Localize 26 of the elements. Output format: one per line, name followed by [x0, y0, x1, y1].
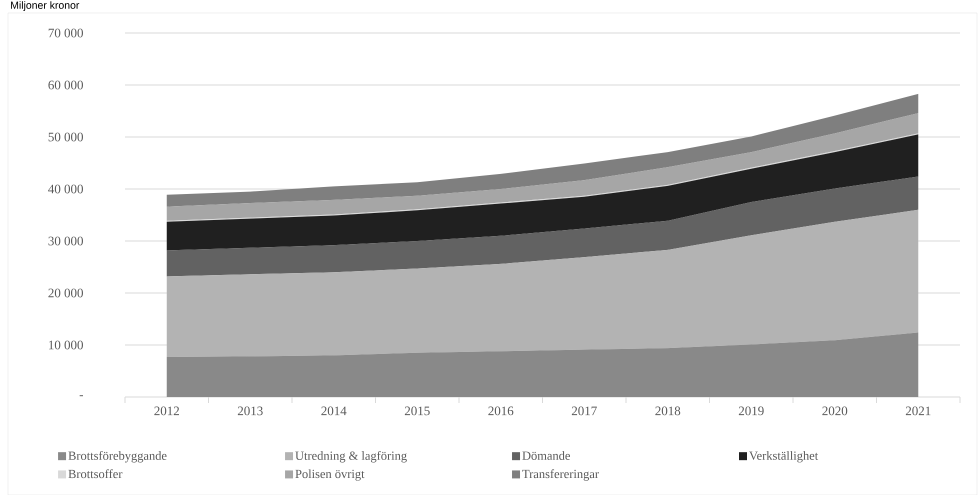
legend-label: Dömande [522, 451, 570, 460]
legend-label: Brottsoffer [68, 469, 122, 478]
legend-label: Polisen övrigt [295, 469, 364, 481]
x-tick-label: 2012 [154, 406, 179, 416]
x-tick-label: 2013 [238, 406, 263, 416]
y-tick-label: 40 000 [48, 184, 83, 194]
x-tick-label: 2021 [906, 406, 930, 416]
y-tick-label: 10 000 [49, 340, 83, 350]
y-tick-label: 70 000 [48, 28, 83, 38]
x-tick-label: 2016 [488, 406, 514, 416]
x-tick-label: 2015 [404, 406, 430, 416]
legend-label: Brottsförebyggande [68, 450, 167, 462]
y-tick-label: 30 000 [48, 236, 83, 246]
y-tick-label: 50 000 [48, 132, 83, 142]
legend-label: Verkställighet [749, 451, 818, 462]
x-tick-label: 2017 [572, 406, 597, 416]
y-tick-label: 60 000 [48, 80, 83, 90]
legend-label: Transfereringar [522, 469, 599, 481]
x-tick-label: 2014 [321, 406, 347, 416]
x-tick-label: 2019 [738, 406, 764, 416]
y-tick-label: - [80, 395, 84, 396]
y-axis-title: Miljoner kronor [11, 1, 80, 11]
y-tick-label: 20 000 [48, 288, 83, 298]
legend-label: Utredning & lagföring [295, 450, 407, 462]
x-tick-label: 2018 [655, 406, 680, 416]
x-tick-label: 2020 [822, 406, 848, 416]
